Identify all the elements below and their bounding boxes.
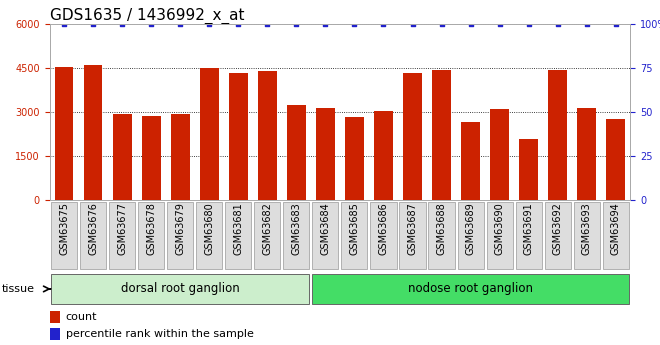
Point — [262, 21, 273, 27]
Bar — [374, 111, 393, 200]
FancyBboxPatch shape — [225, 201, 251, 269]
Text: GSM63691: GSM63691 — [523, 202, 534, 255]
Text: GSM63694: GSM63694 — [610, 202, 621, 255]
Bar — [490, 109, 509, 200]
Text: GSM63680: GSM63680 — [204, 202, 214, 255]
Point — [610, 21, 621, 27]
Text: GSM63678: GSM63678 — [146, 202, 156, 255]
Point — [233, 21, 244, 27]
Bar — [578, 108, 596, 200]
FancyBboxPatch shape — [312, 201, 339, 269]
Point — [378, 21, 389, 27]
Point — [146, 21, 156, 27]
FancyBboxPatch shape — [312, 274, 629, 304]
Bar — [461, 122, 480, 200]
Bar — [200, 68, 218, 200]
Text: GSM63693: GSM63693 — [581, 202, 592, 255]
Bar — [229, 72, 248, 200]
Text: dorsal root ganglion: dorsal root ganglion — [121, 283, 240, 295]
FancyBboxPatch shape — [283, 201, 310, 269]
FancyBboxPatch shape — [399, 201, 426, 269]
Point — [59, 21, 69, 27]
FancyBboxPatch shape — [370, 201, 397, 269]
FancyBboxPatch shape — [603, 201, 629, 269]
Text: GSM63676: GSM63676 — [88, 202, 98, 255]
Text: GSM63686: GSM63686 — [378, 202, 389, 255]
FancyBboxPatch shape — [574, 201, 600, 269]
Bar — [432, 70, 451, 200]
Bar — [171, 114, 189, 200]
FancyBboxPatch shape — [196, 201, 222, 269]
Bar — [403, 72, 422, 200]
Bar — [50, 328, 60, 340]
Text: percentile rank within the sample: percentile rank within the sample — [66, 329, 253, 339]
Bar — [113, 114, 131, 200]
Text: GSM63677: GSM63677 — [117, 202, 127, 255]
Bar — [548, 70, 567, 200]
Point — [204, 21, 214, 27]
Point — [349, 21, 360, 27]
Text: GSM63690: GSM63690 — [494, 202, 505, 255]
Bar — [84, 65, 102, 200]
Point — [175, 21, 185, 27]
Text: GSM63682: GSM63682 — [262, 202, 273, 255]
Bar — [258, 71, 277, 200]
Bar — [607, 119, 625, 200]
Text: GSM63692: GSM63692 — [552, 202, 563, 255]
FancyBboxPatch shape — [341, 201, 368, 269]
FancyBboxPatch shape — [457, 201, 484, 269]
Text: GSM63683: GSM63683 — [291, 202, 302, 255]
Text: GSM63689: GSM63689 — [465, 202, 476, 255]
Bar — [519, 139, 538, 200]
Bar — [287, 105, 306, 200]
FancyBboxPatch shape — [80, 201, 106, 269]
Point — [523, 21, 534, 27]
Text: GSM63688: GSM63688 — [436, 202, 447, 255]
Text: GSM63675: GSM63675 — [59, 202, 69, 255]
Point — [291, 21, 302, 27]
FancyBboxPatch shape — [544, 201, 571, 269]
FancyBboxPatch shape — [51, 201, 77, 269]
Point — [88, 21, 98, 27]
Text: GDS1635 / 1436992_x_at: GDS1635 / 1436992_x_at — [50, 8, 244, 24]
Point — [320, 21, 331, 27]
Text: tissue: tissue — [2, 284, 35, 294]
FancyBboxPatch shape — [109, 201, 135, 269]
Point — [117, 21, 127, 27]
Text: GSM63681: GSM63681 — [233, 202, 244, 255]
Point — [436, 21, 447, 27]
FancyBboxPatch shape — [138, 201, 164, 269]
Point — [407, 21, 418, 27]
FancyBboxPatch shape — [167, 201, 193, 269]
Text: nodose root ganglion: nodose root ganglion — [408, 283, 533, 295]
Point — [494, 21, 505, 27]
Text: count: count — [66, 312, 97, 322]
FancyBboxPatch shape — [428, 201, 455, 269]
Text: GSM63685: GSM63685 — [349, 202, 360, 255]
FancyBboxPatch shape — [515, 201, 542, 269]
Bar — [316, 108, 335, 200]
FancyBboxPatch shape — [51, 274, 310, 304]
Point — [552, 21, 563, 27]
Bar — [345, 117, 364, 200]
Bar — [55, 67, 73, 200]
Text: GSM63684: GSM63684 — [320, 202, 331, 255]
Bar — [142, 116, 160, 200]
Point — [465, 21, 476, 27]
Text: GSM63687: GSM63687 — [407, 202, 418, 255]
FancyBboxPatch shape — [254, 201, 280, 269]
Text: GSM63679: GSM63679 — [175, 202, 185, 255]
Bar — [50, 310, 60, 323]
Point — [581, 21, 592, 27]
FancyBboxPatch shape — [486, 201, 513, 269]
